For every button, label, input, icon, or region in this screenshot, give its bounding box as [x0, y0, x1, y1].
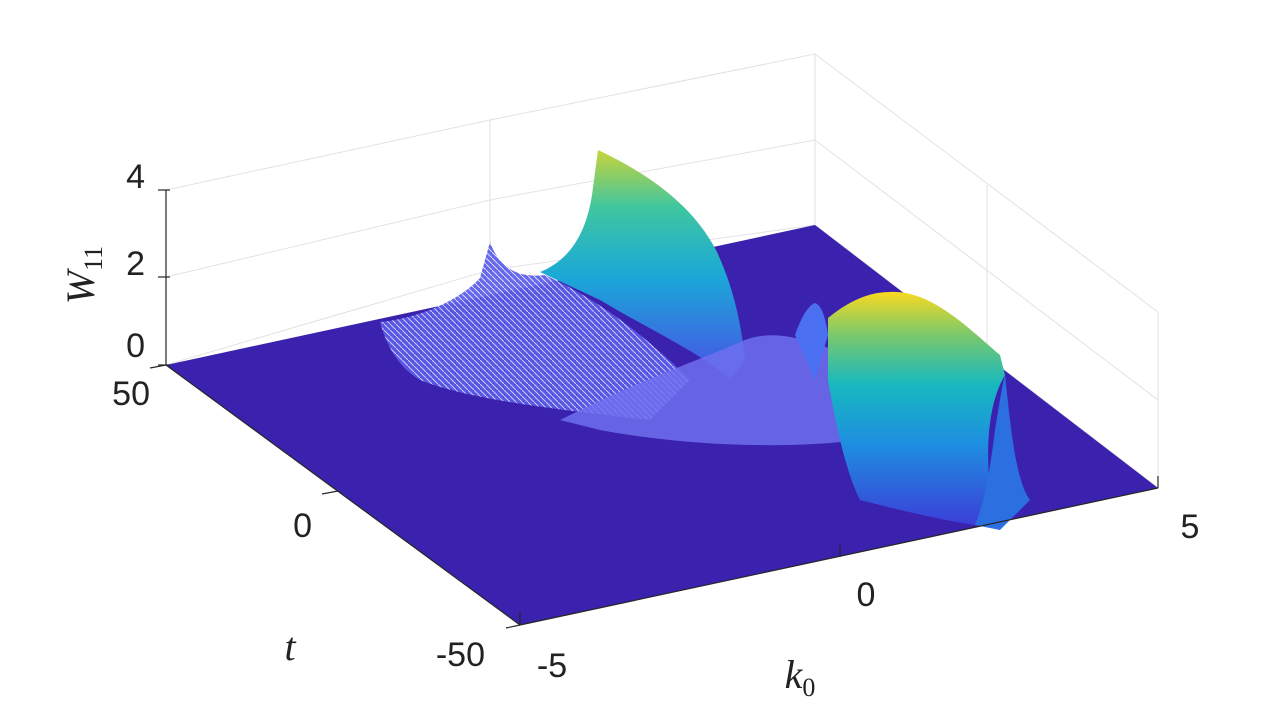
z-tick-4: 4	[126, 158, 145, 196]
y-tick-neg50: -50	[436, 636, 485, 674]
right-ridge	[828, 291, 1005, 525]
right-ridge-base	[975, 375, 1030, 530]
x-tick-neg5: -5	[537, 647, 567, 685]
x-axis-label: k0	[785, 652, 816, 702]
y-tick-50: 50	[112, 375, 150, 413]
z-tick-2: 2	[126, 245, 145, 283]
axes	[149, 189, 1159, 629]
y-tick-0: 0	[293, 507, 312, 545]
x-tick-0: 0	[857, 576, 876, 614]
z-axis-label: W11	[58, 246, 108, 304]
x-tick-5: 5	[1181, 508, 1200, 546]
y-axis-label: t	[284, 624, 296, 669]
z-tick-0: 0	[126, 327, 145, 365]
central-peak	[540, 150, 745, 380]
left-spike	[380, 242, 690, 420]
side-bump	[795, 303, 828, 380]
